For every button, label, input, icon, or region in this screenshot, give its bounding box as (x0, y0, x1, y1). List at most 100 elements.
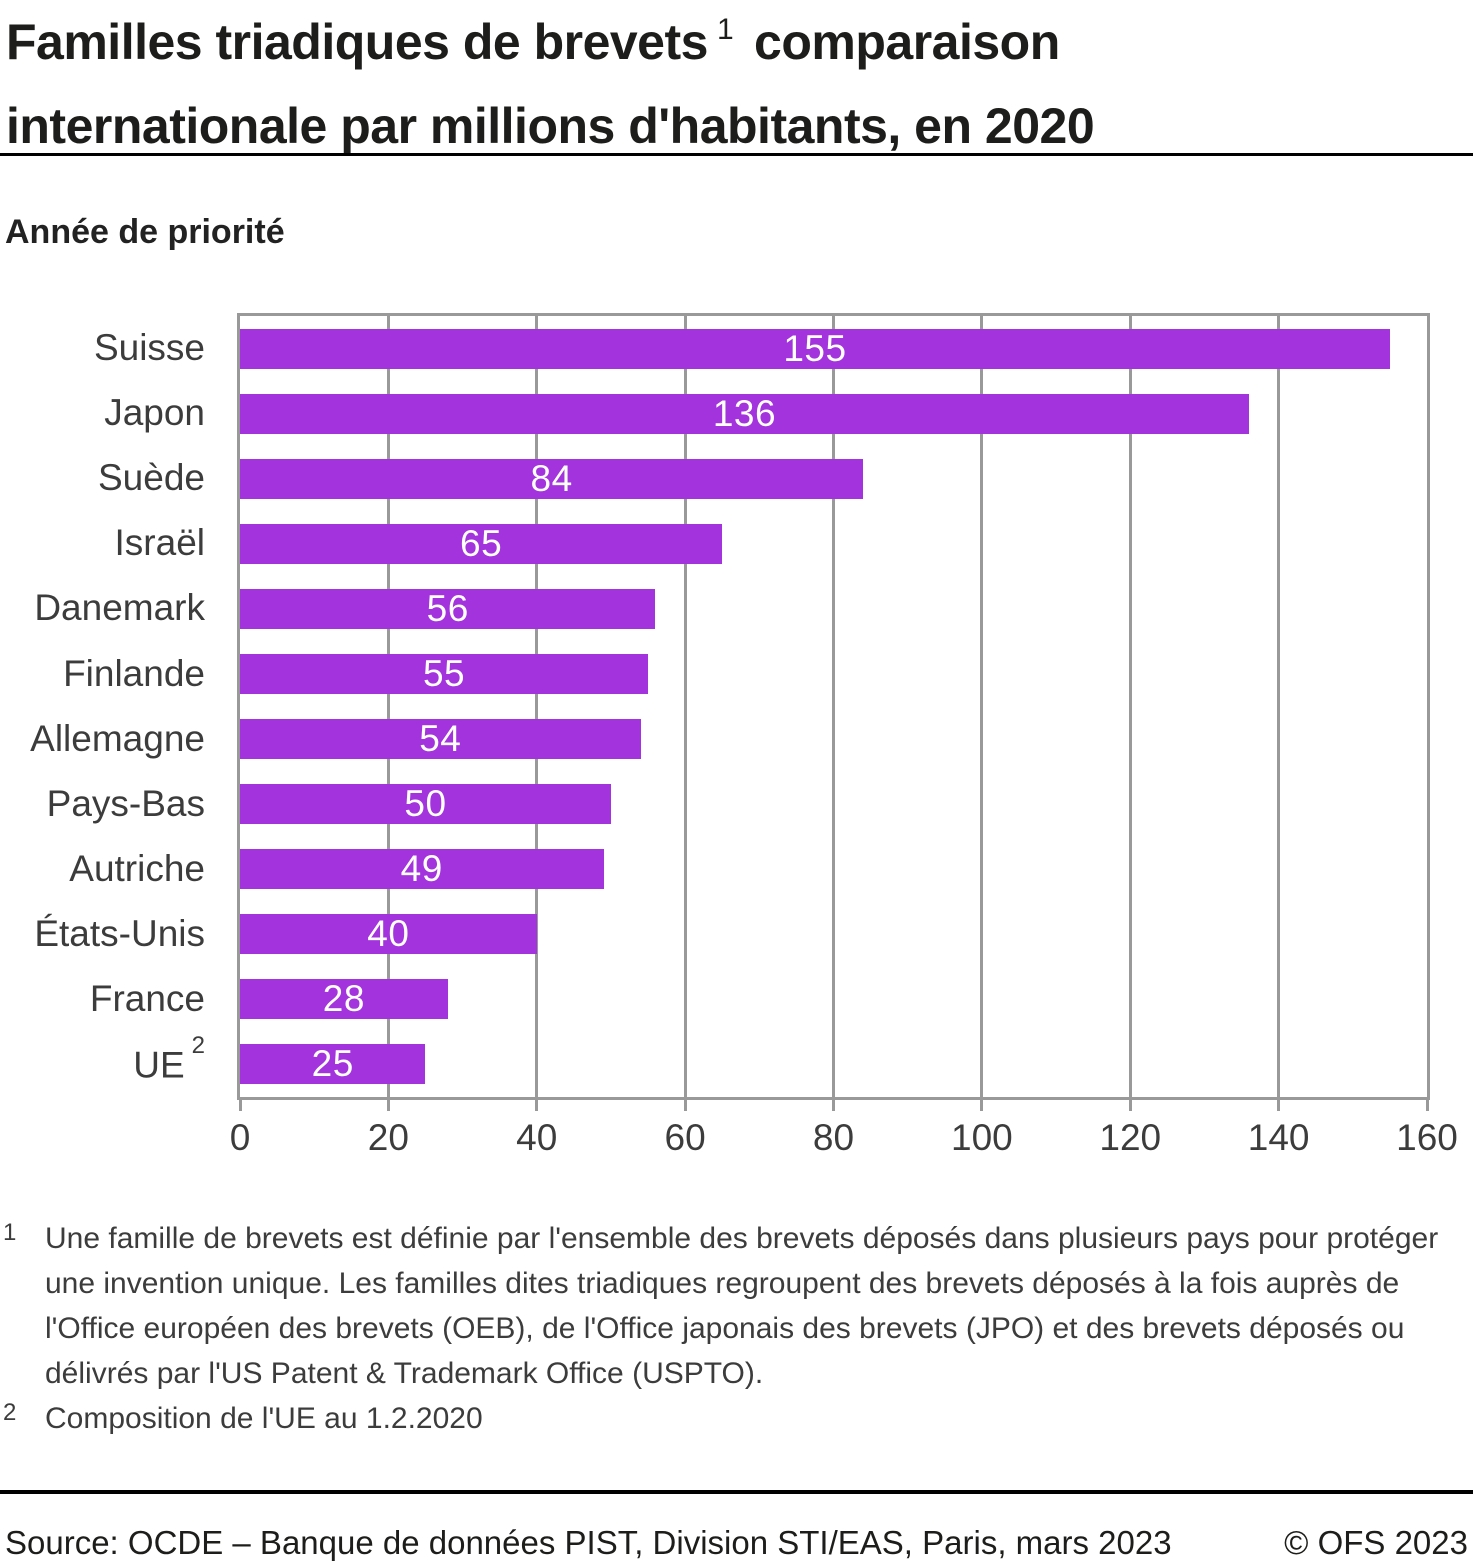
bar-track: 136 (240, 392, 1427, 434)
x-axis-tick (238, 1100, 242, 1111)
category-label: Japon (104, 392, 205, 434)
footnote-marker: 1 (3, 1219, 17, 1246)
x-axis-tick (1128, 1100, 1132, 1111)
bar-track: 56 (240, 587, 1427, 629)
bar-row: France 28 (0, 967, 1427, 1032)
x-axis-tick-label: 140 (1247, 1117, 1310, 1158)
category-label: Suède (98, 457, 205, 499)
bar-value-label: 155 (783, 327, 847, 369)
bar-track: 155 (240, 327, 1427, 369)
x-axis-tick-label: 40 (516, 1117, 558, 1158)
bar-value-label: 54 (419, 718, 462, 759)
x-axis-tick (386, 1100, 390, 1111)
footnote-text: Une famille de brevets est définie par l… (45, 1222, 1439, 1390)
bar: 155 (240, 327, 1390, 369)
footnote-marker: 2 (3, 1399, 17, 1426)
bar-value-label: 49 (400, 848, 443, 890)
bar-row: Suède 84 (0, 446, 1427, 511)
category-label: Allemagne (30, 717, 205, 759)
x-axis-tick-label: 120 (1099, 1117, 1162, 1158)
category-label: Finlande (63, 652, 205, 694)
bar-row: Danemark 56 (0, 576, 1427, 641)
category-label: Suisse (93, 327, 205, 369)
bar-value-label: 65 (460, 522, 503, 564)
bar-value-label: 84 (530, 457, 573, 499)
bar: 40 (240, 913, 537, 955)
bar-track: 50 (240, 783, 1427, 825)
bar-track: 54 (240, 718, 1427, 759)
footnote: 1 Une famille de brevets est définie par … (3, 1216, 1455, 1396)
gridline-x-60 (683, 316, 687, 1097)
bar: 55 (240, 652, 649, 694)
bar-row: UE 2 25 (0, 1032, 1427, 1097)
source-row: Source: OCDE – Banque de données PIST, D… (5, 1524, 1468, 1562)
bar: 28 (240, 978, 448, 1020)
bar-track: 28 (240, 978, 1427, 1020)
x-axis-tick-label: 20 (367, 1117, 409, 1158)
bar-value-label: 56 (426, 587, 469, 629)
bar: 50 (240, 783, 611, 825)
x-axis-tick (832, 1100, 835, 1111)
bar-value-label: 40 (367, 913, 410, 955)
x-axis-tick (980, 1100, 984, 1111)
bar: 84 (240, 457, 864, 499)
bar-row: Finlande 55 (0, 641, 1427, 706)
category-footnote-ref: 2 (191, 1031, 205, 1059)
bar: 65 (240, 522, 723, 564)
bar-value-label: 136 (712, 392, 777, 434)
x-axis-tick (1425, 1100, 1429, 1111)
page-title-text: Familles triadiques de brevets (6, 14, 708, 70)
gridline-x-120 (1128, 316, 1132, 1097)
x-axis-tick (1277, 1100, 1281, 1111)
bar-row: États-Unis 40 (0, 902, 1427, 967)
gridline-x-80 (832, 316, 835, 1097)
title-divider (0, 153, 1473, 156)
x-axis: 0 20 40 60 80 100 120 140 160 (230, 1100, 1458, 1170)
category-label: Autriche (69, 847, 205, 889)
x-axis-tick (683, 1100, 687, 1111)
category-label: États-Unis (34, 912, 205, 954)
bar-track: 49 (240, 848, 1427, 890)
bar: 54 (240, 718, 641, 759)
x-axis-tick (535, 1100, 539, 1111)
bar-track: 40 (240, 913, 1427, 955)
footnote-text: Composition de l'UE au 1.2.2020 (45, 1402, 483, 1435)
gridline-x-20 (386, 316, 390, 1097)
x-axis-tick-label: 60 (664, 1117, 706, 1158)
bar: 49 (240, 848, 604, 890)
category-label: Israël (114, 522, 205, 564)
footer-divider (0, 1490, 1473, 1494)
bar-track: 25 (240, 1043, 1427, 1085)
source-text: Source: OCDE – Banque de données PIST, D… (5, 1524, 1172, 1561)
bar-track: 55 (240, 652, 1427, 694)
bar-rows: Suisse 155 Japon 136 Suède 84 Israël 65 Danemark… (0, 316, 1427, 1097)
bar: 25 (240, 1043, 426, 1085)
category-label: Pays-Bas (46, 782, 205, 824)
page-title: Familles triadiques de brevets 1 comparai… (6, 4, 1306, 164)
x-axis-tick-label: 160 (1396, 1117, 1458, 1158)
page-title-text-2: comparaison internationale par millions … (6, 14, 1095, 154)
bar-track: 84 (240, 457, 1427, 499)
category-label: UE 2 (133, 1031, 205, 1086)
category-label: Danemark (34, 587, 205, 629)
bar-value-label: 55 (422, 652, 466, 694)
footnote: 2 Composition de l'UE au 1.2.2020 (3, 1396, 1455, 1441)
plot-area (237, 313, 1430, 1100)
gridline-x-40 (535, 316, 539, 1097)
bar-value-label: 25 (311, 1043, 354, 1085)
bar: 136 (240, 392, 1249, 434)
x-axis-tick-label: 100 (951, 1117, 1013, 1158)
bar-track: 65 (240, 522, 1427, 564)
category-label: France (89, 977, 205, 1019)
footnotes: 1 Une famille de brevets est définie par … (3, 1216, 1455, 1441)
bar: 56 (240, 587, 656, 629)
bar-row: Allemagne 54 (0, 706, 1427, 771)
bar-row: Pays-Bas 50 (0, 772, 1427, 837)
bar-value-label: 50 (404, 783, 447, 825)
bar-row: Autriche 49 (0, 837, 1427, 902)
gridline-x-140 (1277, 316, 1281, 1097)
x-axis-tick-label: 80 (812, 1117, 855, 1158)
bar-row: Japon 136 (0, 381, 1427, 446)
bar-value-label: 28 (322, 978, 365, 1020)
bar-row: Suisse 155 (0, 316, 1427, 381)
